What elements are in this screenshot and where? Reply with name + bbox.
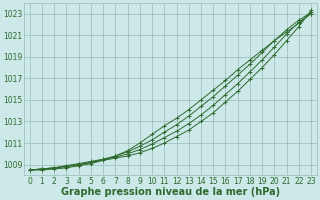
X-axis label: Graphe pression niveau de la mer (hPa): Graphe pression niveau de la mer (hPa) <box>61 187 280 197</box>
